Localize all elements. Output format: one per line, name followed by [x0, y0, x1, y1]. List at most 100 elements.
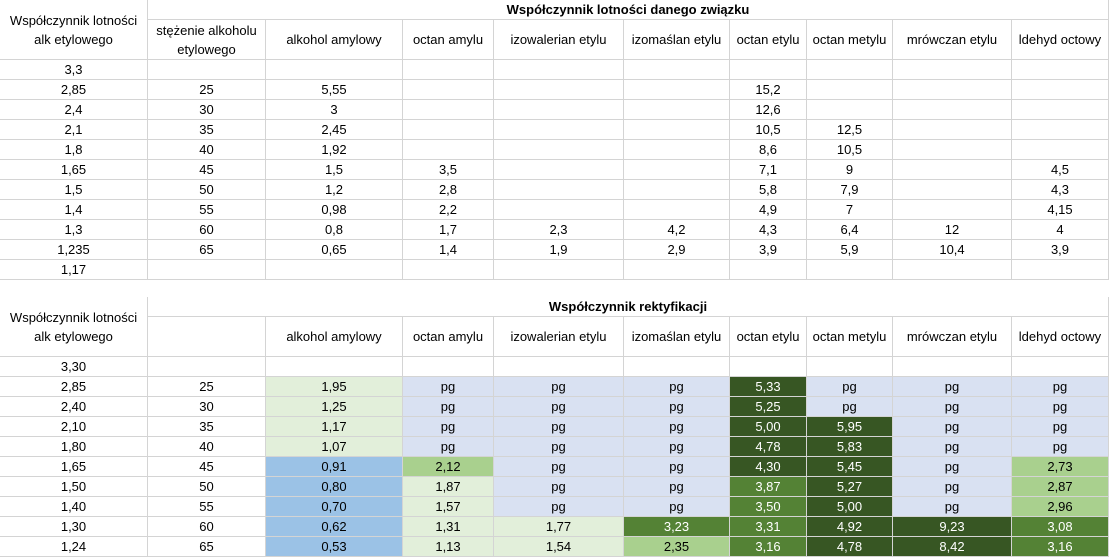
bottom-header-col-0[interactable]: Współczynnik lotności alk etylowego	[0, 297, 148, 357]
bottom-cell-r7-c1[interactable]: 55	[148, 497, 266, 517]
top-cell-r5-c8[interactable]	[893, 160, 1012, 180]
bottom-cell-r8-c0[interactable]: 1,30	[0, 517, 148, 537]
bottom-cell-r4-c2[interactable]: 1,07	[266, 437, 403, 457]
bottom-cell-r9-c2[interactable]: 0,53	[266, 537, 403, 557]
top-cell-r0-c6[interactable]	[730, 60, 807, 80]
top-cell-r5-c2[interactable]: 1,5	[266, 160, 403, 180]
top-cell-r6-c7[interactable]: 7,9	[807, 180, 893, 200]
bottom-cell-r0-c6[interactable]	[730, 357, 807, 377]
bottom-cell-r3-c7[interactable]: 5,95	[807, 417, 893, 437]
top-cell-r10-c9[interactable]	[1012, 260, 1109, 280]
bottom-header-col-9[interactable]: ldehyd octowy	[1012, 317, 1109, 357]
bottom-cell-r1-c8[interactable]: pg	[893, 377, 1012, 397]
bottom-cell-r1-c6[interactable]: 5,33	[730, 377, 807, 397]
bottom-cell-r7-c0[interactable]: 1,40	[0, 497, 148, 517]
top-header-col-1[interactable]: stężenie alkoholu etylowego	[148, 20, 266, 60]
top-cell-r7-c2[interactable]: 0,98	[266, 200, 403, 220]
top-cell-r6-c6[interactable]: 5,8	[730, 180, 807, 200]
top-cell-r1-c1[interactable]: 25	[148, 80, 266, 100]
bottom-cell-r5-c6[interactable]: 4,30	[730, 457, 807, 477]
top-cell-r7-c4[interactable]	[494, 200, 624, 220]
bottom-cell-r7-c7[interactable]: 5,00	[807, 497, 893, 517]
top-title[interactable]: Współczynnik lotności danego związku	[148, 0, 1109, 20]
bottom-cell-r6-c3[interactable]: 1,87	[403, 477, 494, 497]
top-cell-r0-c8[interactable]	[893, 60, 1012, 80]
top-cell-r6-c1[interactable]: 50	[148, 180, 266, 200]
bottom-cell-r8-c2[interactable]: 0,62	[266, 517, 403, 537]
top-cell-r8-c8[interactable]: 12	[893, 220, 1012, 240]
top-cell-r9-c2[interactable]: 0,65	[266, 240, 403, 260]
top-cell-r2-c7[interactable]	[807, 100, 893, 120]
top-cell-r9-c8[interactable]: 10,4	[893, 240, 1012, 260]
top-cell-r1-c4[interactable]	[494, 80, 624, 100]
top-cell-r3-c9[interactable]	[1012, 120, 1109, 140]
top-cell-r9-c9[interactable]: 3,9	[1012, 240, 1109, 260]
bottom-cell-r1-c2[interactable]: 1,95	[266, 377, 403, 397]
top-cell-r2-c3[interactable]	[403, 100, 494, 120]
top-cell-r9-c3[interactable]: 1,4	[403, 240, 494, 260]
top-cell-r6-c4[interactable]	[494, 180, 624, 200]
bottom-header-col-7[interactable]: octan metylu	[807, 317, 893, 357]
top-cell-r7-c9[interactable]: 4,15	[1012, 200, 1109, 220]
top-cell-r1-c2[interactable]: 5,55	[266, 80, 403, 100]
top-cell-r10-c8[interactable]	[893, 260, 1012, 280]
bottom-cell-r1-c3[interactable]: pg	[403, 377, 494, 397]
bottom-cell-r5-c0[interactable]: 1,65	[0, 457, 148, 477]
top-cell-r7-c8[interactable]	[893, 200, 1012, 220]
bottom-cell-r6-c4[interactable]: pg	[494, 477, 624, 497]
bottom-cell-r5-c5[interactable]: pg	[624, 457, 730, 477]
top-header-col-2[interactable]: alkohol amylowy	[266, 20, 403, 60]
bottom-cell-r4-c6[interactable]: 4,78	[730, 437, 807, 457]
bottom-cell-r4-c3[interactable]: pg	[403, 437, 494, 457]
top-cell-r4-c4[interactable]	[494, 140, 624, 160]
top-cell-r9-c6[interactable]: 3,9	[730, 240, 807, 260]
top-cell-r3-c8[interactable]	[893, 120, 1012, 140]
bottom-cell-r2-c9[interactable]: pg	[1012, 397, 1109, 417]
bottom-cell-r2-c5[interactable]: pg	[624, 397, 730, 417]
top-header-col-3[interactable]: octan amylu	[403, 20, 494, 60]
bottom-cell-r7-c9[interactable]: 2,96	[1012, 497, 1109, 517]
bottom-cell-r2-c1[interactable]: 30	[148, 397, 266, 417]
top-cell-r3-c5[interactable]	[624, 120, 730, 140]
top-cell-r3-c7[interactable]: 12,5	[807, 120, 893, 140]
bottom-header-col-8[interactable]: mrówczan etylu	[893, 317, 1012, 357]
bottom-cell-r0-c1[interactable]	[148, 357, 266, 377]
bottom-cell-r0-c7[interactable]	[807, 357, 893, 377]
bottom-cell-r1-c1[interactable]: 25	[148, 377, 266, 397]
top-cell-r1-c7[interactable]	[807, 80, 893, 100]
top-cell-r3-c2[interactable]: 2,45	[266, 120, 403, 140]
top-cell-r2-c6[interactable]: 12,6	[730, 100, 807, 120]
top-cell-r5-c0[interactable]: 1,65	[0, 160, 148, 180]
bottom-cell-r2-c7[interactable]: pg	[807, 397, 893, 417]
bottom-header-col-4[interactable]: izowalerian etylu	[494, 317, 624, 357]
bottom-cell-r3-c8[interactable]: pg	[893, 417, 1012, 437]
bottom-header-col-6[interactable]: octan etylu	[730, 317, 807, 357]
top-cell-r6-c0[interactable]: 1,5	[0, 180, 148, 200]
bottom-cell-r5-c9[interactable]: 2,73	[1012, 457, 1109, 477]
bottom-cell-r1-c7[interactable]: pg	[807, 377, 893, 397]
bottom-cell-r3-c3[interactable]: pg	[403, 417, 494, 437]
bottom-cell-r2-c2[interactable]: 1,25	[266, 397, 403, 417]
bottom-cell-r0-c5[interactable]	[624, 357, 730, 377]
top-cell-r1-c5[interactable]	[624, 80, 730, 100]
bottom-header-col-2[interactable]: alkohol amylowy	[266, 317, 403, 357]
top-cell-r0-c4[interactable]	[494, 60, 624, 80]
top-cell-r3-c3[interactable]	[403, 120, 494, 140]
top-cell-r8-c9[interactable]: 4	[1012, 220, 1109, 240]
bottom-cell-r4-c7[interactable]: 5,83	[807, 437, 893, 457]
bottom-cell-r7-c3[interactable]: 1,57	[403, 497, 494, 517]
bottom-cell-r6-c7[interactable]: 5,27	[807, 477, 893, 497]
top-cell-r10-c3[interactable]	[403, 260, 494, 280]
bottom-cell-r3-c0[interactable]: 2,10	[0, 417, 148, 437]
bottom-cell-r8-c6[interactable]: 3,31	[730, 517, 807, 537]
bottom-cell-r9-c3[interactable]: 1,13	[403, 537, 494, 557]
bottom-cell-r1-c4[interactable]: pg	[494, 377, 624, 397]
top-cell-r8-c7[interactable]: 6,4	[807, 220, 893, 240]
top-cell-r10-c1[interactable]	[148, 260, 266, 280]
bottom-cell-r8-c1[interactable]: 60	[148, 517, 266, 537]
top-cell-r5-c9[interactable]: 4,5	[1012, 160, 1109, 180]
top-cell-r10-c0[interactable]: 1,17	[0, 260, 148, 280]
bottom-cell-r7-c6[interactable]: 3,50	[730, 497, 807, 517]
top-cell-r7-c1[interactable]: 55	[148, 200, 266, 220]
top-cell-r7-c0[interactable]: 1,4	[0, 200, 148, 220]
